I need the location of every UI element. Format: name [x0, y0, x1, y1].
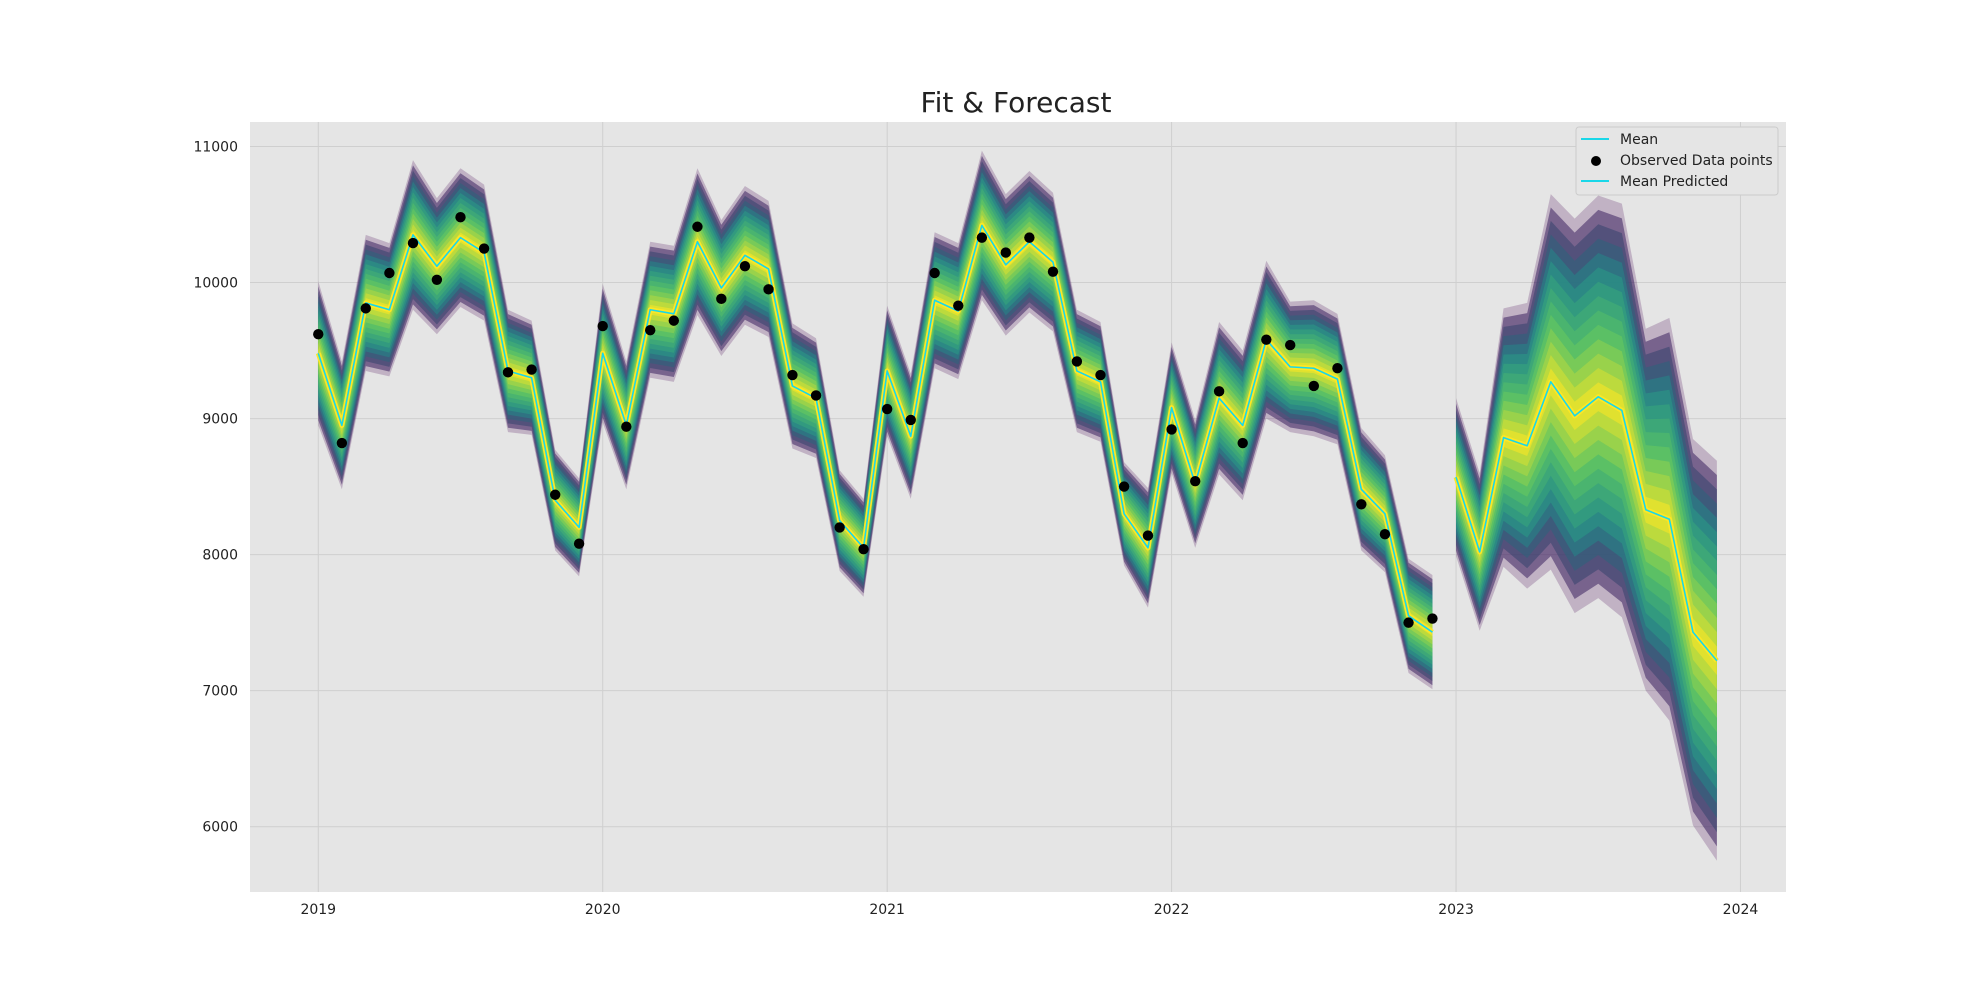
y-tick-label: 8000 — [202, 548, 238, 564]
observed-point — [1308, 380, 1320, 392]
y-tick-label: 6000 — [202, 820, 238, 836]
observed-point — [834, 522, 845, 533]
observed-point — [1356, 499, 1367, 510]
observed-point — [360, 303, 371, 314]
observed-point — [1071, 356, 1083, 367]
observed-point — [1024, 232, 1035, 243]
observed-point — [905, 414, 916, 426]
fit-mean-line — [317, 224, 1433, 633]
observed-point — [1332, 363, 1343, 374]
observed-point — [787, 369, 798, 381]
observed-point — [384, 267, 395, 279]
observed-point — [1095, 369, 1106, 381]
x-tick-label: 2024 — [1723, 902, 1759, 918]
observed-point — [1000, 247, 1011, 258]
legend-mean-label: Mean — [1620, 132, 1658, 148]
observed-points — [313, 212, 1438, 628]
observed-point — [478, 243, 490, 254]
observed-point — [976, 232, 988, 243]
legend-predicted-label: Mean Predicted — [1620, 174, 1728, 190]
fit-band — [318, 187, 1433, 661]
observed-point — [668, 315, 680, 326]
observed-point — [1403, 617, 1414, 628]
fit-band — [318, 182, 1433, 665]
observed-point — [455, 212, 466, 223]
x-tick-label: 2019 — [300, 902, 336, 918]
legend: Mean Observed Data points Mean Predicted — [1575, 126, 1779, 196]
observed-point — [929, 267, 940, 279]
observed-point — [526, 364, 537, 375]
x-tick-label: 2023 — [1438, 902, 1474, 918]
observed-point — [407, 237, 419, 249]
y-tick-label: 7000 — [202, 684, 238, 700]
observed-point — [881, 403, 893, 415]
observed-point — [739, 261, 751, 272]
observed-point — [953, 300, 964, 311]
y-tick-label: 10000 — [193, 276, 238, 292]
observed-point — [645, 324, 656, 336]
observed-point — [313, 329, 324, 340]
observed-point — [1237, 437, 1248, 449]
observed-point — [431, 274, 443, 286]
observed-point — [1118, 481, 1130, 492]
chart-title: Fit & Forecast — [921, 86, 1112, 119]
observed-point — [810, 390, 822, 401]
observed-point — [1213, 386, 1225, 397]
legend-observed-label: Observed Data points — [1620, 153, 1773, 169]
observed-point — [692, 221, 703, 232]
y-tick-label: 11000 — [193, 139, 238, 155]
forecast-mean-line — [1455, 381, 1718, 662]
observed-point — [597, 320, 608, 332]
observed-point — [1047, 266, 1059, 277]
observed-point — [763, 284, 774, 295]
x-tick-label: 2021 — [869, 902, 905, 918]
observed-point — [1142, 530, 1154, 541]
mean-lines — [315, 222, 1719, 663]
observed-point — [716, 293, 727, 305]
observed-point — [502, 367, 514, 378]
observed-point — [858, 543, 869, 555]
observed-point — [1190, 475, 1201, 487]
observed-point — [550, 489, 561, 500]
observed-point — [1285, 339, 1296, 351]
legend-observed-swatch — [1591, 156, 1601, 166]
observed-point — [1261, 334, 1272, 345]
observed-point — [1166, 424, 1177, 435]
observed-point — [1379, 529, 1391, 540]
observed-point — [336, 437, 348, 449]
legend-box — [1575, 126, 1779, 196]
axis-ticks: 2019 2020 2021 2022 2023 2024 6000 7000 8000 9000… — [193, 139, 1758, 918]
observed-point — [621, 421, 632, 432]
x-tick-label: 2022 — [1154, 902, 1190, 918]
y-tick-label: 9000 — [202, 412, 238, 428]
observed-point — [1427, 613, 1438, 624]
x-tick-label: 2020 — [585, 902, 621, 918]
observed-point — [573, 538, 585, 549]
